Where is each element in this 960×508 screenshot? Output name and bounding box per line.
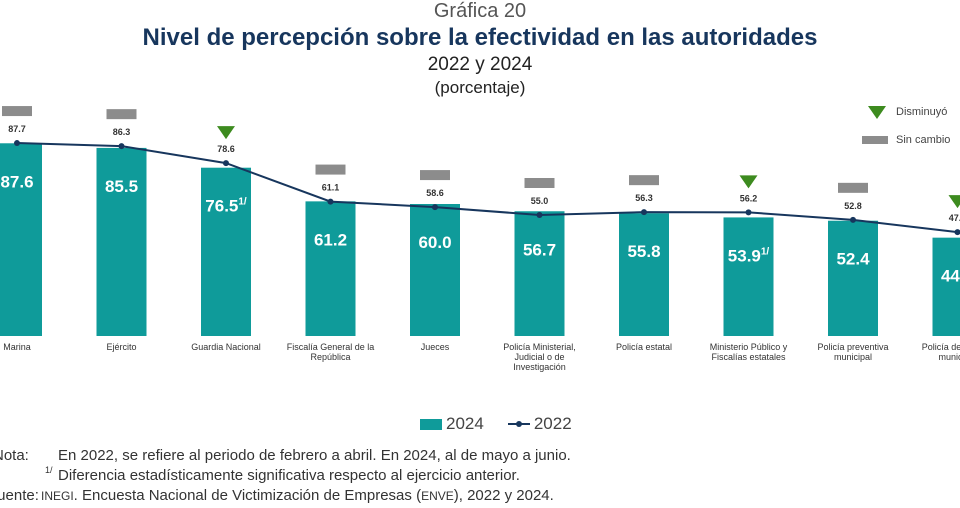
marker-nochange-icon (629, 175, 659, 186)
category-label: Jueces (421, 342, 450, 352)
bar-2024 (305, 201, 356, 336)
line-value-label: 56.3 (635, 193, 653, 203)
category-label: Policía estatal (616, 342, 672, 352)
marker-nochange-icon (420, 170, 450, 181)
bar-value-label: 53.91/ (728, 246, 770, 265)
category-label: Marina (3, 342, 31, 352)
line-2022-point (536, 212, 543, 218)
legend-bar-swatch (420, 418, 442, 430)
bar-value-label: 61.2 (314, 230, 347, 249)
line-2022-point (954, 229, 960, 236)
bar-value-label: 60.0 (418, 233, 451, 252)
chart-plot: 87.6 85.5 76.51/61.2 60.0 56.7 55.8 53.91/52.4… (0, 106, 960, 372)
chart-unit: (porcentaje) (434, 78, 526, 97)
line-2022-point (745, 209, 752, 216)
marker-down-icon (217, 126, 235, 140)
line-2022-point (118, 143, 125, 150)
legend-bottom: 2024 2022 (420, 414, 572, 434)
line-value-label: 61.1 (322, 183, 340, 193)
bar-value-label: 76.51/ (205, 197, 247, 216)
marker-nochange-icon (838, 182, 868, 193)
legend-down-label: Disminuyó (896, 106, 948, 118)
bar-2024 (723, 217, 774, 336)
category-label: Policía de tránsitomunicipal (922, 342, 960, 362)
marker-down-icon (948, 195, 960, 209)
triangle-down-icon (868, 106, 886, 119)
category-label: Policía Ministerial, Judicial o de Investi… (503, 342, 576, 372)
line-2022-point (14, 140, 20, 147)
category-label: Fiscalía General de la República (287, 342, 375, 362)
legend-nochange-label: Sin cambio (896, 134, 951, 146)
line-value-label: 87.7 (8, 124, 26, 134)
bar-value-label: 44.7 (941, 267, 960, 286)
source-text-a: . Encuesta Nacional de Victimización de … (73, 487, 422, 504)
source-text: INEGI. Encuesta Nacional de Victimizació… (41, 487, 554, 504)
chart-number: Gráfica 20 (433, 0, 527, 22)
bar-value-label: 85.5 (105, 177, 138, 196)
category-label: Policía preventiva municipal (817, 342, 888, 362)
line-2022 (16, 142, 958, 234)
bar-2024 (932, 237, 960, 336)
chart-title: Nivel de percepción sobre la efectividad… (142, 24, 818, 51)
dash-icon (862, 136, 888, 144)
note-label: Nota: (0, 447, 29, 464)
legend-line-label: 2022 (533, 414, 572, 433)
marker-down-icon (739, 175, 758, 189)
marker-nochange-icon (2, 106, 32, 117)
line-value-label: 56.2 (740, 193, 758, 203)
bar-2024 (410, 204, 460, 336)
legend-bar-label: 2024 (446, 414, 484, 433)
line-2022-point (432, 204, 438, 211)
marker-nochange-icon (106, 109, 137, 120)
bar-value-label: 55.8 (627, 242, 660, 261)
line-value-label: 78.6 (217, 144, 235, 154)
source-text-b: ), 2022 y 2024. (453, 487, 554, 504)
chart-subtitle: 2022 y 2024 (427, 54, 533, 75)
bar-2024 (828, 220, 878, 336)
category-label: Ministerio Público y Fiscalías estatales (710, 342, 788, 362)
significance-note-text: Diferencia estadísticamente significativ… (58, 467, 520, 484)
source-abbr: ENVE (421, 489, 454, 503)
bar-2024 (201, 167, 251, 336)
line-value-label: 52.8 (844, 201, 862, 211)
significance-note-mark: 1/ (45, 465, 53, 475)
bar-2024 (619, 213, 669, 336)
line-2022-point (223, 160, 229, 167)
line-value-label: 47.2 (949, 213, 960, 223)
bar-2024 (96, 147, 147, 336)
bar-2024 (0, 143, 42, 336)
bar-value-label: 87.6 (0, 172, 33, 191)
legend-line-swatch (507, 421, 530, 427)
category-label: Ejército (106, 342, 136, 352)
source-label: Fuente: (0, 487, 39, 504)
line-value-label: 55.0 (531, 196, 549, 206)
bar-value-label: 56.7 (523, 240, 556, 259)
note-text: En 2022, se refiere al periodo de febrer… (58, 447, 571, 464)
line-value-label: 86.3 (113, 127, 131, 137)
line-2022-point (641, 209, 647, 216)
marker-nochange-icon (315, 164, 346, 175)
category-label: Guardia Nacional (191, 342, 261, 352)
line-2022-point (327, 198, 334, 205)
marker-nochange-icon (524, 178, 555, 188)
bar-2024 (514, 211, 565, 336)
line-value-label: 58.6 (426, 188, 444, 198)
bar-value-label: 52.4 (836, 250, 870, 269)
source-org: INEGI (41, 489, 74, 503)
line-2022-point (850, 216, 856, 223)
